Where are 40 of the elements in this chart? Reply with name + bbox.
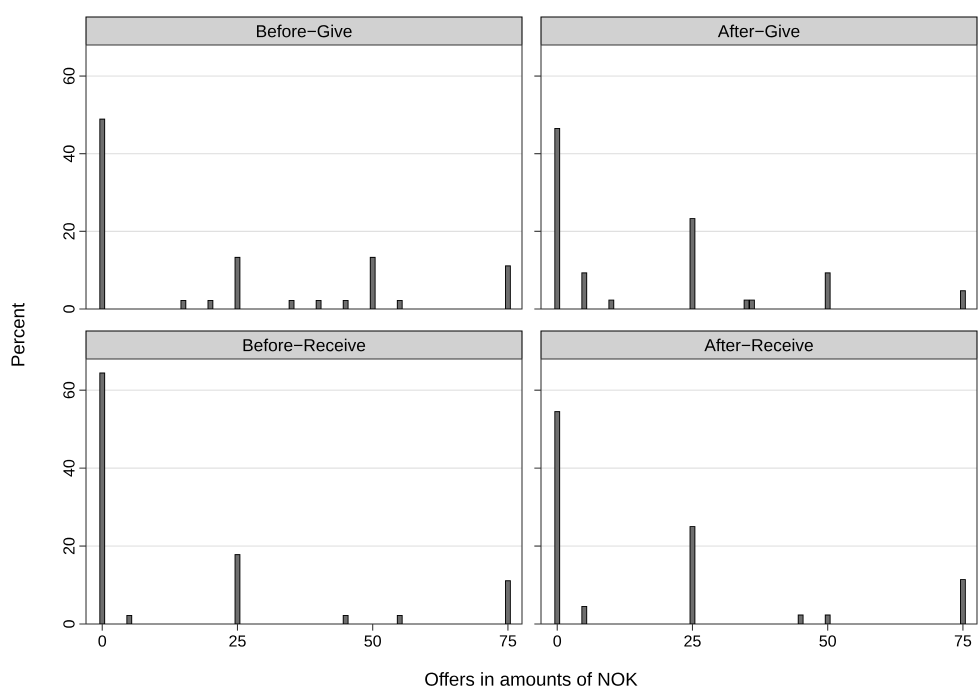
x-tick-label: 25 (684, 635, 701, 647)
y-tick-label: 0 (63, 305, 75, 313)
y-tick-label: 60 (63, 382, 75, 398)
x-tick-label: 75 (954, 635, 972, 647)
bar (554, 128, 560, 309)
bar (608, 300, 614, 309)
x-tick-label: 0 (553, 635, 562, 647)
chart-title: After−Give (718, 24, 800, 38)
x-tick-label: 75 (500, 635, 516, 647)
bar (690, 526, 696, 624)
bar (824, 614, 831, 624)
bar (581, 606, 588, 624)
bar (99, 372, 106, 624)
chart-title: Before−Receive (244, 338, 366, 352)
x-tick-label: 50 (364, 635, 381, 647)
y-tick-label: 40 (63, 145, 75, 162)
bar (960, 579, 966, 624)
y-tick-label: 0 (63, 620, 75, 628)
bar (554, 411, 560, 624)
x-tick-label: 25 (229, 635, 246, 647)
x-tick-label: 0 (98, 635, 106, 647)
bar (126, 614, 132, 624)
bar (581, 272, 588, 309)
bar (824, 272, 831, 309)
x-tick-label: 50 (819, 635, 836, 647)
bar (798, 614, 804, 624)
bar (690, 218, 696, 309)
y-tick-label: 40 (63, 460, 75, 477)
chart-title: Before−Give (257, 24, 352, 38)
y-tick-label: 20 (63, 538, 75, 554)
y-tick-label: 20 (63, 223, 75, 240)
y-tick-label: 60 (63, 68, 75, 84)
bar (342, 614, 349, 624)
bar (396, 614, 403, 624)
bar (960, 290, 966, 309)
y-axis-title: Percent (12, 302, 25, 366)
chart-title: After−Receive (704, 338, 813, 352)
x-axis-title: Offers in amounts of NOK (425, 672, 638, 686)
bar (234, 554, 240, 624)
bar (505, 580, 511, 624)
